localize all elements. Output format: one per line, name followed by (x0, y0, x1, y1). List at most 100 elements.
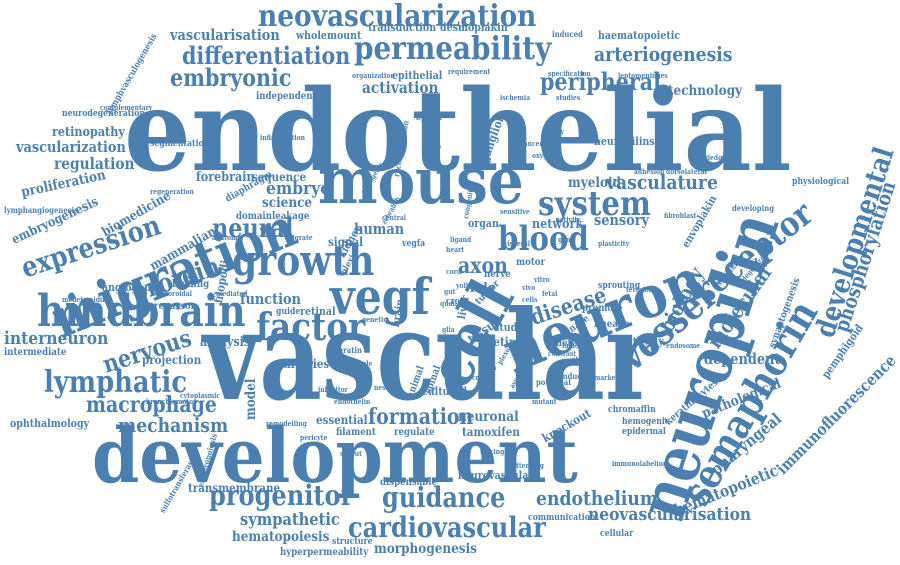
word-hypoxia: hypoxia (416, 113, 442, 122)
word-filament: filament (336, 427, 376, 438)
word-epithelial: epithelial (392, 69, 443, 82)
word-sequence: sequence (252, 170, 307, 184)
word-vegfa: vegfa (402, 239, 426, 249)
word-fetal: fetal (542, 289, 558, 298)
word-precursor: precursor (148, 301, 196, 312)
word-projection: projection (142, 353, 202, 367)
word-peripheral: peripheral (540, 67, 661, 96)
word-mechanism: mechanism (118, 413, 229, 437)
word-yolk: yolk (456, 281, 470, 290)
word-plasticity: plasticity (598, 239, 630, 248)
word-hindbrain: hindbrain (37, 286, 246, 337)
word-progenitor: progenitor (209, 479, 354, 512)
word-heart: heart (446, 245, 465, 254)
word-contrast: contrast (548, 349, 577, 358)
word-transduction: transduction (368, 21, 437, 34)
word-vegf: vegf (330, 267, 430, 326)
word-forebrain: forebrain (196, 170, 255, 185)
word-essential: essential (316, 413, 368, 427)
word-intermediate: intermediate (4, 347, 67, 358)
word-sensory: sensory (594, 211, 650, 229)
word-complementary: complementary (100, 103, 153, 112)
word-sprout: sprout (340, 449, 362, 458)
word-regeneration: regeneration (150, 187, 194, 196)
word-embryonic: embryonic (170, 63, 292, 92)
word-remodelling: remodelling (266, 419, 307, 428)
word-formation: formation (368, 404, 474, 430)
word-tamoxifen: tamoxifen (462, 425, 520, 439)
word-defect: defect (556, 338, 586, 349)
word-induced: induced (552, 29, 583, 39)
word-organization: organization (352, 71, 395, 80)
word-structure: structure (332, 537, 373, 547)
word-cytoplasmic: cytoplasmic (180, 391, 221, 400)
word-cultured: cultured (422, 385, 468, 398)
word-hemogenic: hemogenic (622, 417, 670, 427)
word-dorsolateral: dorsolateral (666, 167, 707, 176)
word-vascularization: vascularization (16, 138, 126, 156)
word-binding: binding (172, 279, 210, 290)
word-model: model (243, 378, 259, 420)
word-vivo: vivo (522, 283, 536, 292)
word-interneuron: interneuron (4, 328, 109, 349)
word-blood: blood (498, 219, 590, 259)
word-requirement: requirement (448, 67, 491, 76)
word-vascular: vascular (203, 284, 656, 429)
word-terminal: terminal (626, 285, 656, 294)
word-endothelin: endothelin (334, 397, 371, 406)
word-studies: studies (556, 93, 581, 102)
word-mural: mural (474, 385, 495, 394)
word-morphogenesis: morphogenesis (374, 541, 477, 557)
word-vascularisation: vascularisation (170, 26, 280, 44)
word-quail: quail (440, 299, 458, 308)
word-factor: factor (256, 304, 366, 349)
word-growth: growth (232, 236, 375, 285)
word-cord: cord (446, 267, 462, 276)
word-human: human (354, 220, 405, 238)
word-endosome: endosome (666, 341, 701, 350)
word-domain: domain (236, 211, 272, 222)
word-lineage: lineage (594, 319, 630, 330)
word-central: central (382, 213, 407, 222)
word-tracing: tracing (480, 447, 505, 456)
word-patterning: patterning (508, 461, 544, 470)
word-sensitive: sensitive (500, 207, 530, 216)
word-epidermal: epidermal (622, 427, 666, 437)
word-transmembrane: transmembrane (188, 481, 281, 495)
word-communication: communication (528, 513, 596, 523)
word-lumen: lumen (562, 341, 584, 350)
word-technology: technology (668, 83, 743, 99)
word-activation: activation (362, 78, 439, 97)
word-inflammation: inflammation (260, 133, 306, 142)
word-angiogenic: angiogenic (102, 281, 161, 294)
word-neuropilins: neuropilins (594, 135, 655, 148)
word-dependent: dependent (704, 350, 781, 368)
word-ischemia: ischemia (500, 93, 531, 102)
word-knowledge: knowledge (690, 153, 727, 162)
word-sympathetic: sympathetic (240, 510, 340, 530)
word-promote: promote (582, 303, 623, 314)
word-choroidal: choroidal (160, 289, 192, 298)
word-activity: activity (556, 215, 581, 224)
word-nerve: nerve (484, 269, 511, 280)
word-motor: motor (516, 257, 546, 268)
word-single: single (352, 359, 373, 368)
word-regulate: regulate (394, 427, 435, 438)
word-cross: cross (446, 297, 469, 307)
word-visceral: visceral (504, 239, 531, 248)
word-endothelial: endothelial (124, 66, 792, 197)
word-science: science (262, 195, 313, 211)
word-ligand: ligand (450, 235, 472, 244)
word-nestin: nestin (374, 383, 396, 392)
word-segmentation: segmentation (150, 139, 210, 149)
word-adhesion: adhesion (634, 167, 665, 176)
word-dispensable: dispensable (380, 477, 438, 488)
word-pathway: pathway (620, 335, 664, 348)
word-medetomidine: medetomidine (62, 295, 111, 304)
word-anatomy: anatomy (212, 233, 241, 242)
word-specification: specification (548, 69, 591, 78)
word-independent: independent (256, 91, 317, 102)
word-role: role (470, 281, 495, 296)
word-hematopoiesis: hematopoiesis (232, 529, 330, 545)
